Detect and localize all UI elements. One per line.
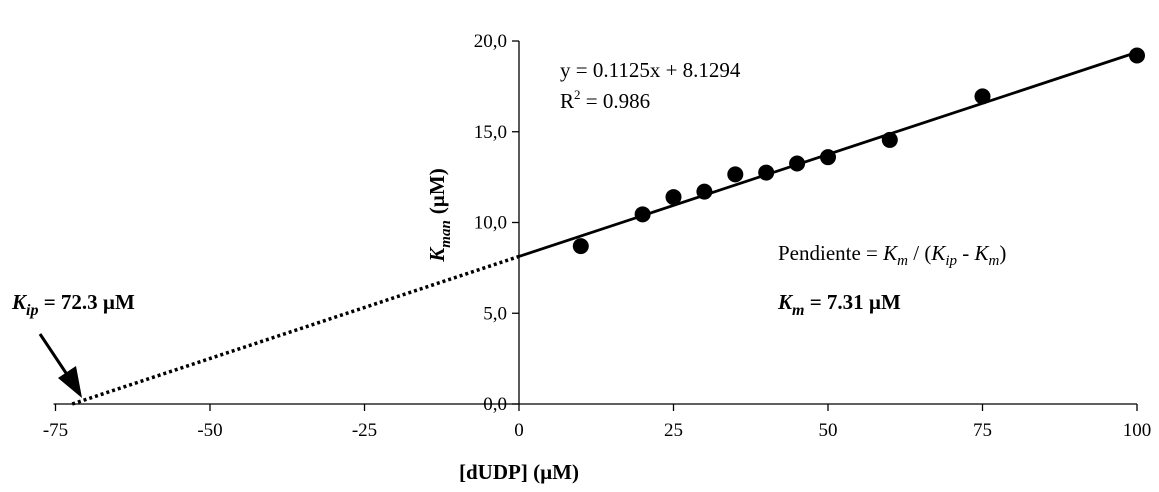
x-tick-label: -50 <box>197 420 222 441</box>
x-ticks: -75 -50 -25 0 25 50 75 100 <box>43 404 1151 441</box>
data-point <box>572 238 589 255</box>
y-tick-label: 15,0 <box>474 122 507 143</box>
y-tick-label: 10,0 <box>474 213 507 234</box>
data-point <box>820 149 836 166</box>
y-ticks: 0,0 5,0 10,0 15,0 20,0 <box>474 31 519 415</box>
data-point <box>974 88 991 105</box>
y-tick-label: 5,0 <box>483 303 507 324</box>
data-points <box>572 47 1145 255</box>
kip-arrow <box>38 333 82 398</box>
y-tick-label: 20,0 <box>474 31 507 52</box>
equation-label: y = 0.1125x + 8.1294 <box>560 58 741 82</box>
slope-label: Pendiente = Km / (Kip - Km) <box>778 241 1006 269</box>
x-tick-label: 75 <box>973 420 992 441</box>
data-point <box>1129 47 1145 64</box>
y-tick-label: 0,0 <box>483 394 507 415</box>
data-point <box>881 131 898 148</box>
data-point <box>696 183 713 200</box>
data-point <box>727 166 744 183</box>
km-label: Km = 7.31 µM <box>777 290 901 319</box>
r2-label: R2 = 0.986 <box>560 87 650 113</box>
x-axis-title: [dUDP] (µM) <box>459 460 579 484</box>
y-axis-title: Kman(µM) <box>425 168 454 262</box>
kip-label: Kip = 72.3 µM <box>11 290 135 319</box>
x-tick-label: 25 <box>664 420 683 441</box>
extrapolation-line <box>71 254 520 406</box>
data-point <box>634 206 651 223</box>
data-point <box>789 155 806 172</box>
x-tick-label: 50 <box>819 420 838 441</box>
data-point <box>665 189 682 206</box>
x-tick-label: -75 <box>43 420 68 441</box>
x-tick-label: 100 <box>1123 420 1152 441</box>
data-point <box>758 164 775 181</box>
x-tick-label: -25 <box>352 420 377 441</box>
x-tick-label: 0 <box>514 420 524 441</box>
